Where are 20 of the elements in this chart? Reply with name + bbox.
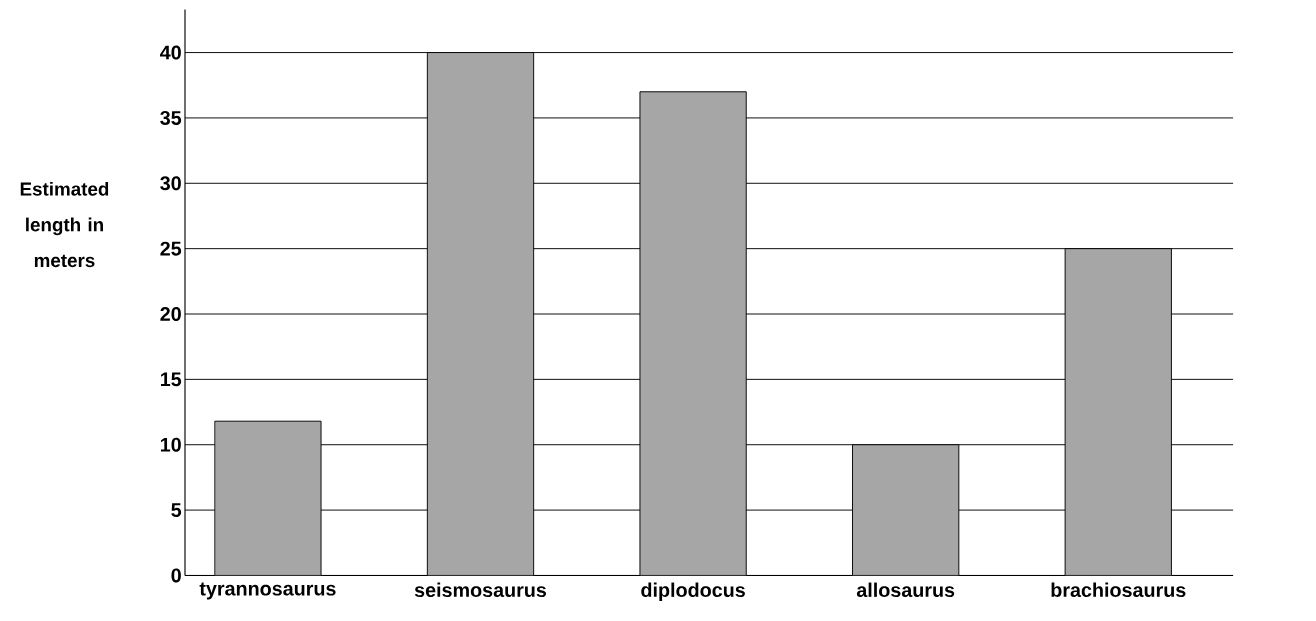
x-tick-label: seismosaurus xyxy=(414,582,547,598)
bar xyxy=(639,91,747,576)
y-tick-label: 20 xyxy=(160,307,181,322)
x-tick-label: allosaurus xyxy=(856,582,955,598)
x-tick-label: tyrannosaurus xyxy=(199,582,336,600)
y-tick-label: 40 xyxy=(160,45,181,60)
bar xyxy=(1064,248,1172,576)
y-tick-label: 5 xyxy=(171,503,182,518)
y-tick-label: 10 xyxy=(160,437,181,452)
x-tick-label: brachiosaurus xyxy=(1051,582,1186,598)
y-tick-label: 35 xyxy=(160,111,182,126)
y-tick-label: 25 xyxy=(160,241,182,256)
y-tick-label: 15 xyxy=(160,372,182,387)
bar xyxy=(214,420,322,576)
y-tick-label: 30 xyxy=(160,176,181,191)
y-axis-title: Estimated length in meters xyxy=(20,182,109,268)
bar xyxy=(426,52,535,576)
x-tick-label: diplodocus xyxy=(641,582,745,602)
bar xyxy=(852,444,960,576)
y-tick-label: 0 xyxy=(171,568,181,583)
